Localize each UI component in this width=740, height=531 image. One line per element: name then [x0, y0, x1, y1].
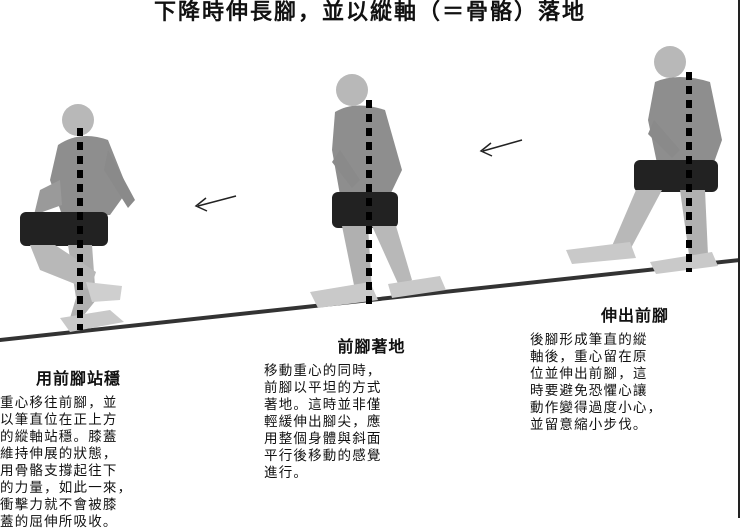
- caption-stand-front-foot: 用前腳站穩 重心移往前腳，並 以筆直位在正上方 的縱軸站穩。膝蓋 維持伸展的狀態…: [0, 365, 215, 531]
- caption-extend-front-foot: 伸出前腳 後腳形成筆直的縱 軸後，重心留在原 位並伸出前腳，這 時要避免恐懼心讓…: [530, 302, 740, 434]
- page-border: [738, 0, 740, 518]
- caption-body: 重心移往前腳，並 以筆直位在正上方 的縱軸站穩。膝蓋 維持伸展的狀態， 用骨骼支…: [0, 395, 133, 530]
- runner-figure-3: [566, 46, 722, 274]
- runner-figure-2: [310, 74, 446, 308]
- caption-body: 後腳形成筆直的縱 軸後，重心留在原 位並伸出前腳，這 時要避免恐懼心讓 動作變得…: [530, 332, 663, 433]
- caption-heading: 伸出前腳: [600, 306, 669, 325]
- caption-body: 移動重心的同時， 前腳以平坦的方式 著地。這時並非僅 輕緩伸出腳尖，應 用整個身…: [264, 363, 382, 481]
- caption-front-foot-landing: 前腳著地 移動重心的同時， 前腳以平坦的方式 著地。這時並非僅 輕緩伸出腳尖，應…: [264, 333, 479, 482]
- caption-heading: 前腳著地: [337, 337, 406, 356]
- arrow-left-icon: [194, 195, 237, 212]
- page-title: 下降時伸長腳，並以縱軸（＝骨骼）落地: [153, 0, 586, 25]
- arrow-left-icon: [479, 139, 523, 157]
- caption-heading: 用前腳站穩: [36, 369, 122, 388]
- illustration: [0, 46, 740, 342]
- runner-figure-1: [20, 104, 135, 332]
